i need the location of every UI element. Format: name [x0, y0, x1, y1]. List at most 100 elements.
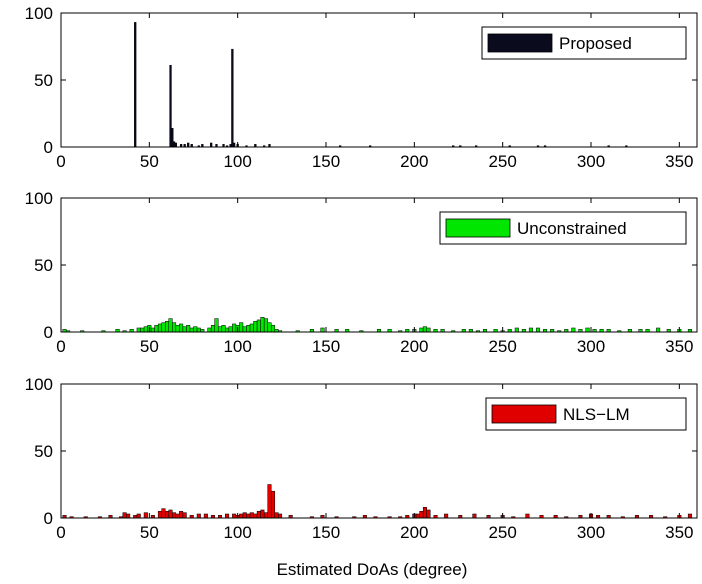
bar	[267, 484, 272, 519]
bar	[134, 22, 137, 148]
bar	[419, 511, 424, 519]
bar	[172, 512, 177, 519]
bar	[203, 513, 208, 519]
bar	[140, 327, 145, 333]
bar	[231, 48, 234, 148]
x-tick-label: 0	[56, 152, 65, 171]
legend-label: Proposed	[559, 34, 632, 53]
x-tick-label: 50	[140, 337, 159, 356]
x-tick-label: 150	[312, 337, 340, 356]
bar	[122, 512, 127, 519]
bar	[253, 513, 258, 519]
y-tick-label: 100	[25, 189, 53, 208]
bar	[422, 507, 427, 519]
bar	[168, 509, 173, 519]
bar	[164, 511, 170, 519]
bar	[182, 512, 187, 519]
bar	[260, 317, 265, 333]
bar	[270, 490, 276, 519]
bar	[143, 326, 148, 333]
bar	[157, 323, 162, 333]
bar	[426, 509, 431, 519]
bar	[221, 325, 226, 333]
x-tick-label: 300	[577, 523, 605, 542]
bar	[136, 513, 141, 519]
bar	[249, 323, 254, 333]
x-tick-label: 350	[665, 337, 693, 356]
bar	[422, 326, 427, 333]
bar	[242, 512, 247, 519]
bar	[214, 318, 219, 333]
subplot-3: 0 50 100 150 200 250 300 350 0 50 100 NLS−LM	[25, 375, 698, 542]
bar	[256, 319, 261, 333]
bar	[161, 508, 166, 519]
bar	[175, 325, 180, 333]
y-tick-label: 0	[44, 509, 53, 528]
bar	[232, 513, 237, 519]
x-tick-label: 150	[312, 152, 340, 171]
bar	[150, 327, 155, 333]
bar	[217, 326, 223, 333]
bar	[571, 327, 576, 333]
bar	[267, 322, 272, 333]
x-tick-label: 200	[400, 523, 428, 542]
bar	[263, 512, 268, 519]
legend-swatch	[491, 404, 557, 424]
bar	[585, 327, 590, 333]
bar	[472, 513, 477, 519]
bar	[656, 327, 661, 333]
x-tick-label: 0	[56, 337, 65, 356]
y-tick-label: 100	[25, 375, 53, 394]
bar	[164, 321, 170, 333]
bar	[246, 513, 251, 519]
bar	[171, 127, 174, 148]
subplot-2: 0 50 100 150 200 250 300 350 0 50 100 Unconstrained	[25, 189, 698, 356]
bar	[187, 142, 190, 148]
bar	[157, 511, 162, 519]
x-tick-label: 200	[400, 337, 428, 356]
y-tick-label: 50	[34, 256, 53, 275]
bar	[274, 512, 279, 519]
legend-swatch	[487, 33, 553, 53]
legend-label: Unconstrained	[517, 219, 627, 238]
legend-swatch	[445, 218, 511, 238]
bar	[168, 318, 173, 333]
bar	[207, 327, 212, 333]
bar	[260, 509, 265, 519]
x-tick-label: 150	[312, 523, 340, 542]
bar	[419, 327, 424, 333]
bar	[249, 512, 254, 519]
bar	[320, 327, 325, 333]
bar	[242, 326, 247, 333]
legend: Proposed	[481, 26, 687, 60]
bar	[126, 513, 131, 519]
bar	[246, 325, 251, 333]
bar	[514, 327, 519, 333]
bar	[444, 513, 449, 519]
bar	[174, 142, 177, 148]
bar	[189, 327, 194, 333]
x-tick-label: 200	[400, 152, 428, 171]
x-tick-label: 250	[488, 523, 516, 542]
bar	[175, 513, 180, 519]
y-tick-label: 100	[25, 4, 53, 23]
bar	[193, 326, 198, 333]
bar	[169, 65, 172, 148]
bar	[535, 327, 541, 333]
bar	[228, 326, 233, 333]
bar	[196, 513, 201, 519]
bar	[182, 326, 187, 333]
x-axis-label: Estimated DoAs (degree)	[277, 560, 468, 579]
bar	[426, 327, 431, 333]
bar	[196, 327, 201, 333]
bar	[256, 511, 261, 519]
bar	[210, 142, 213, 148]
y-tick-label: 50	[34, 71, 53, 90]
bar	[225, 327, 230, 333]
bar	[528, 327, 533, 333]
bar	[154, 325, 159, 333]
x-tick-label: 100	[223, 152, 251, 171]
subplot-1: 0 50 100 150 200 250 300 350 0 50 100 Proposed	[25, 4, 698, 171]
x-tick-label: 0	[56, 523, 65, 542]
